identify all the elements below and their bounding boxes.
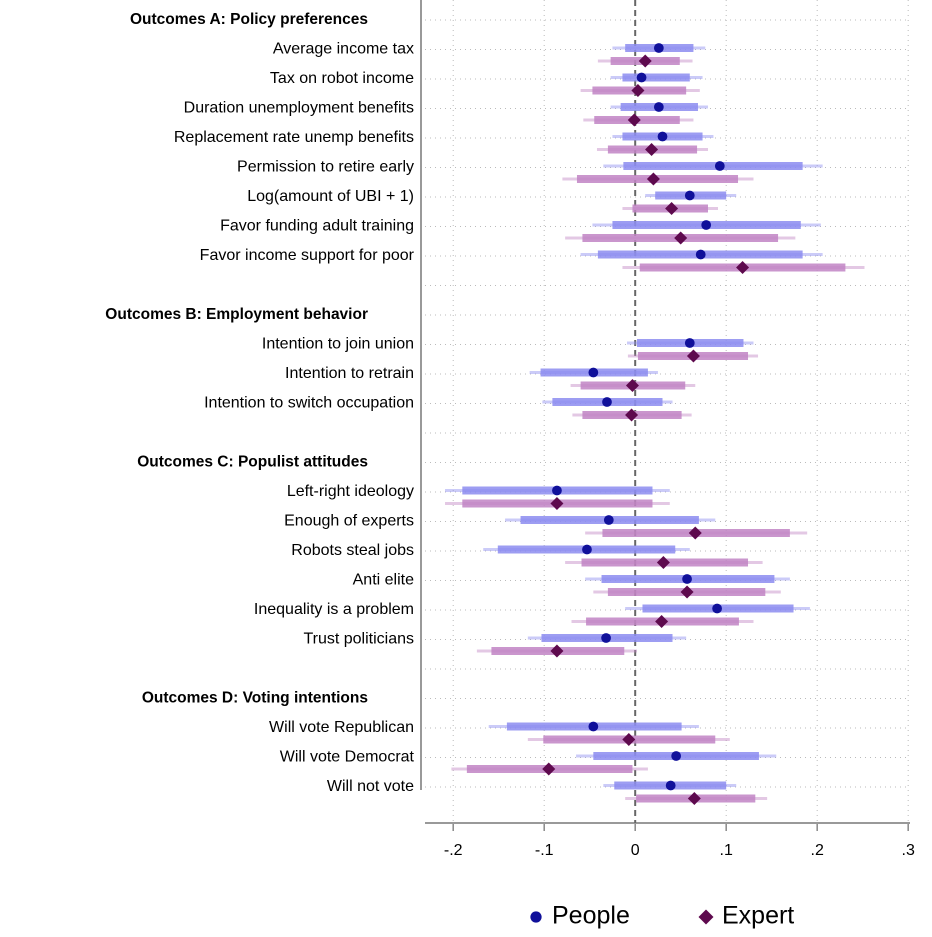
people-marker [671,751,682,761]
legend-label: People [552,902,630,930]
people-marker [530,911,542,923]
expert-marker [638,54,652,68]
expert-marker [655,615,669,628]
expert-marker [550,644,564,658]
expert-marker [625,408,639,422]
people-marker [684,190,695,201]
expert-marker [625,379,639,392]
people-marker [653,43,664,53]
expert-marker [645,143,659,156]
x-tick-label: .1 [720,842,733,859]
people-marker [684,338,695,348]
row-label: Tax on robot income [270,70,414,87]
people-marker [552,485,562,496]
row-label: Intention to switch occupation [204,395,414,412]
row-label: Will vote Republican [269,719,414,736]
people-marker [712,603,722,614]
row-label: Intention to join union [262,336,414,353]
x-tick-label: -.1 [535,842,554,859]
row-label: Will not vote [327,778,414,795]
expert-marker [688,526,702,540]
x-tick-label: .3 [902,842,915,859]
row-label: Trust politicians [303,631,414,648]
people-marker [695,249,706,260]
ci90-bar [622,73,690,82]
expert-marker [665,202,679,215]
row-label: Replacement rate unemp benefits [174,129,414,146]
group-header: Outcomes A: Policy preferences [130,11,368,28]
people-marker [582,544,592,555]
row-label: Robots steal jobs [291,542,414,559]
expert-marker [698,909,714,925]
row-label: Favor income support for poor [200,247,415,264]
expert-marker [736,261,750,274]
expert-marker [622,733,636,746]
expert-marker [627,113,641,127]
expert-marker [656,556,670,569]
row-label: Anti elite [353,572,414,589]
row-label: Left-right ideology [287,483,414,500]
people-marker [601,633,611,643]
expert-marker [680,585,694,599]
people-marker [603,515,614,525]
row-label: Inequality is a problem [254,601,414,618]
row-label: Favor funding adult training [220,218,414,235]
row-label: Will vote Democrat [280,749,415,766]
expert-marker [631,84,645,97]
people-marker [636,72,647,83]
row-label: Average income tax [273,41,414,58]
expert-marker [687,792,701,805]
people-marker [665,780,676,791]
x-tick-label: 0 [631,842,640,859]
row-label: Log(amount of UBI + 1) [247,188,414,205]
people-marker [653,102,664,112]
ci90-bar [623,162,803,170]
expert-marker [674,231,688,245]
people-marker [588,367,599,378]
group-header: Outcomes C: Populist attitudes [137,454,368,471]
expert-marker [550,497,564,510]
row-label: Intention to retrain [285,365,414,382]
people-marker [657,131,668,142]
expert-marker [646,172,660,186]
legend-label: Expert [722,902,794,930]
people-marker [602,397,612,407]
x-tick-label: .2 [811,842,824,859]
group-header: Outcomes B: Employment behavior [105,306,368,323]
people-marker [682,574,692,584]
row-label: Enough of experts [284,513,414,530]
row-label: Permission to retire early [237,159,414,176]
expert-marker [686,349,700,363]
people-marker [714,161,725,171]
x-tick-label: -.2 [444,842,463,859]
group-header: Outcomes D: Voting intentions [142,690,368,707]
expert-marker [542,762,556,776]
people-marker [588,721,599,732]
row-label: Duration unemployment benefits [184,100,414,117]
people-marker [701,220,712,230]
